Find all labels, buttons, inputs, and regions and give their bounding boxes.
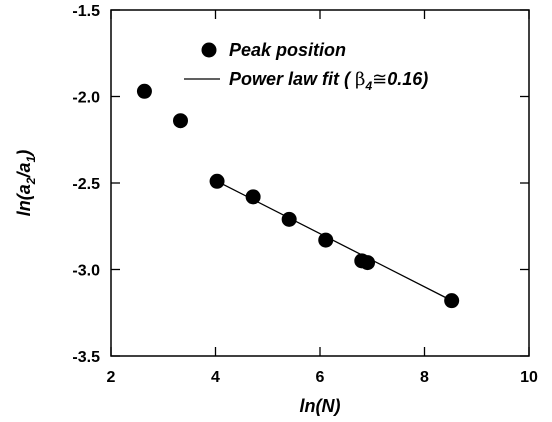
y-axis-label: ln(a2/a1) [14, 150, 38, 216]
data-point-7 [360, 255, 376, 271]
legend-label-fit: Power law fit ( β4≅0.16) [229, 69, 428, 93]
legend-beta-symbol: β [355, 69, 365, 90]
svg-text:ln(a2/a1): ln(a2/a1) [14, 150, 38, 216]
axis-ticks [110, 9, 530, 357]
legend-approx-symbol: ≅ [372, 69, 387, 89]
y-tick-label-4: -3.5 [72, 349, 100, 366]
data-point-4 [281, 211, 297, 227]
legend-beta-subscript: 4 [364, 79, 372, 93]
data-point-8 [444, 293, 460, 309]
data-point-0 [136, 83, 152, 99]
plot-area [110, 9, 530, 357]
data-point-5 [318, 232, 334, 248]
x-tick-label-4: 10 [520, 369, 538, 386]
legend-fit-prefix: Power law fit ( [229, 69, 355, 89]
legend-label-peak: Peak position [229, 40, 346, 60]
x-tick-label-1: 4 [211, 369, 220, 386]
legend-marker-peak [201, 42, 217, 58]
legend-fit-value: 0.16) [387, 69, 428, 89]
x-tick-label-3: 8 [420, 369, 429, 386]
data-point-3 [245, 189, 261, 205]
y-tick-label-1: -2.0 [72, 90, 100, 107]
x-tick-label-0: 2 [107, 369, 116, 386]
data-points [136, 83, 460, 309]
y-tick-label-2: -2.5 [72, 176, 100, 193]
tick-labels: 2 4 6 8 10 -1.5 -2.0 -2.5 -3.0 -3.5 [72, 3, 538, 386]
y-tick-label-3: -3.0 [72, 263, 100, 280]
data-point-2 [209, 173, 225, 189]
legend: Peak position Power law fit ( β4≅0.16) [184, 40, 428, 93]
x-tick-label-2: 6 [316, 369, 325, 386]
data-point-1 [172, 113, 188, 129]
y-tick-label-0: -1.5 [72, 3, 100, 20]
x-axis-label: ln(N) [300, 396, 341, 416]
